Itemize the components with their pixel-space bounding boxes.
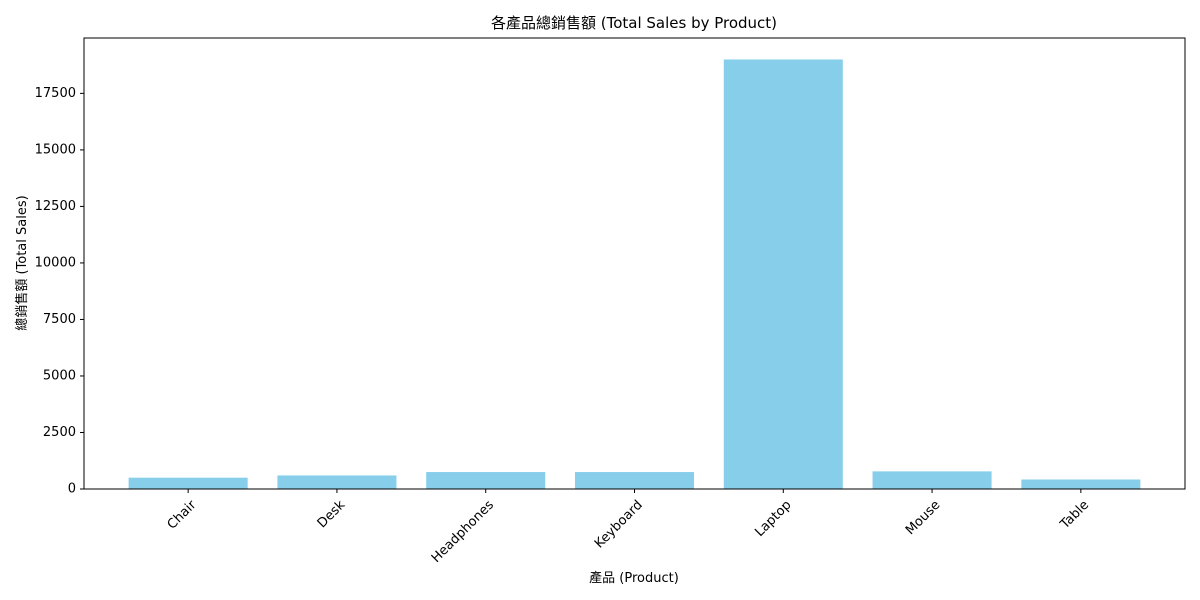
y-tick-label: 7500 xyxy=(43,312,76,327)
y-tick-label: 5000 xyxy=(43,368,76,383)
x-tick-label: Table xyxy=(1057,498,1092,533)
y-tick-label: 12500 xyxy=(35,199,76,214)
chart-title: 各產品總銷售額 (Total Sales by Product) xyxy=(491,14,777,32)
x-tick-label: Desk xyxy=(315,497,349,531)
y-tick-label: 10000 xyxy=(35,255,76,270)
y-tick-label: 17500 xyxy=(35,86,76,101)
bar-table xyxy=(1021,479,1141,489)
x-tick-label: Chair xyxy=(165,497,200,532)
bar-headphones xyxy=(426,472,546,489)
y-axis-label: 總銷售額 (Total Sales) xyxy=(14,195,30,330)
y-tick-label: 15000 xyxy=(35,142,76,157)
x-tick-label: Mouse xyxy=(903,498,943,538)
y-axis: 0 2500 5000 7500 10000 12500 15000 17500 xyxy=(35,86,84,497)
plot-frame xyxy=(83,37,1186,490)
x-axis: Chair Desk Headphones Keyboard Laptop Mouse Ta… xyxy=(165,489,1092,566)
x-tick-label: Headphones xyxy=(429,498,497,566)
bar-keyboard xyxy=(574,472,695,489)
y-tick-label: 2500 xyxy=(43,425,76,440)
x-axis-label: 產品 (Product) xyxy=(589,570,679,586)
bar-desk xyxy=(277,475,397,489)
bar-laptop xyxy=(723,59,843,489)
y-tick-label: 0 xyxy=(68,482,76,497)
x-tick-label: Keyboard xyxy=(592,498,646,552)
bar-mouse xyxy=(872,471,992,489)
bar-chair xyxy=(128,477,248,489)
bars-group xyxy=(128,59,1141,489)
x-tick-label: Laptop xyxy=(752,498,794,540)
